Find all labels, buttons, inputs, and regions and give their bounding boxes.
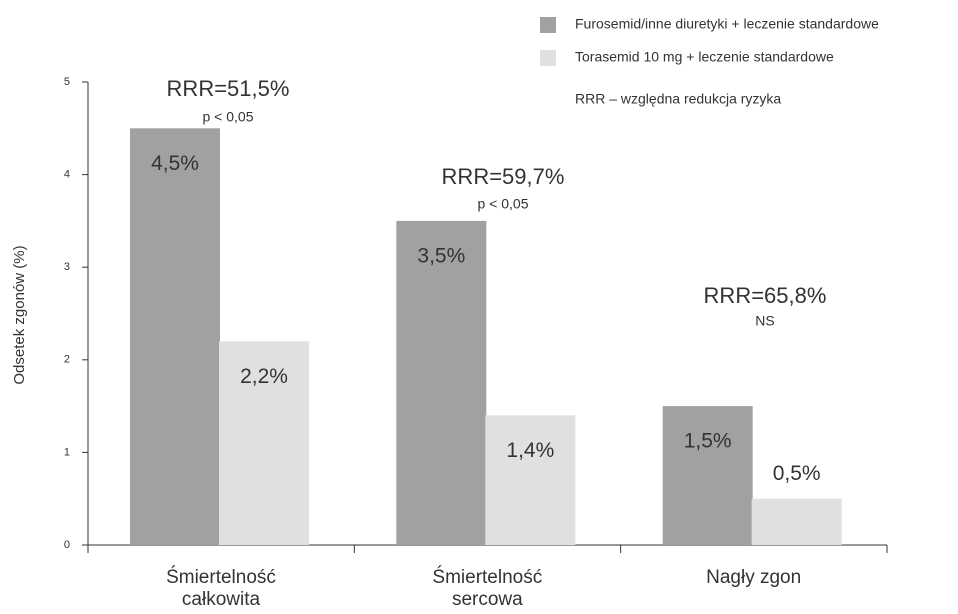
bar: [396, 220, 487, 545]
value-label: 1,5%: [684, 430, 732, 453]
x-tick-label: Śmiertelność całkowita: [166, 567, 276, 610]
value-label: 1,4%: [506, 439, 554, 462]
annotation: RRR=65,8%: [704, 283, 827, 308]
y-tick-label: 1: [64, 446, 70, 458]
bar: [662, 406, 753, 545]
legend-note: RRR – względna redukcja ryzyka: [575, 91, 781, 107]
legend-swatch: [540, 17, 556, 33]
bar: [219, 341, 309, 545]
value-label: 2,2%: [240, 365, 288, 388]
legend-label: Torasemid 10 mg + leczenie standardowe: [575, 49, 834, 65]
x-tick-label: Nagły zgon: [706, 567, 802, 588]
value-label: 0,5%: [773, 462, 821, 485]
annotation-note: p < 0,05: [203, 109, 254, 125]
annotation: RRR=59,7%: [442, 164, 565, 189]
annotation-note: p < 0,05: [478, 196, 529, 212]
value-label: 3,5%: [417, 244, 465, 267]
legend-label: Furosemid/inne diuretyki + leczenie stan…: [575, 16, 879, 32]
x-tick-label: Śmiertelność sercowa: [432, 567, 543, 610]
legend-swatch: [540, 50, 556, 66]
bar: [130, 128, 220, 546]
y-axis-label: Odsetek zgonów (%): [11, 245, 28, 384]
y-tick-label: 4: [64, 169, 70, 181]
value-label: 4,5%: [151, 152, 199, 175]
annotation: RRR=51,5%: [167, 76, 290, 101]
y-tick-label: 5: [64, 76, 70, 88]
annotation-note: NS: [755, 313, 774, 329]
bar: [485, 415, 576, 545]
y-tick-label: 0: [64, 539, 70, 551]
y-tick-label: 2: [64, 354, 70, 366]
y-tick-label: 3: [64, 261, 70, 273]
bar: [751, 498, 842, 545]
